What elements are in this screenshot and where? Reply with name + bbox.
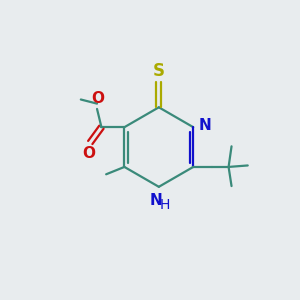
Text: H: H [160,198,170,212]
Text: N: N [199,118,211,133]
Text: S: S [153,62,165,80]
Text: O: O [82,146,96,161]
Text: N: N [150,193,163,208]
Text: O: O [91,91,104,106]
